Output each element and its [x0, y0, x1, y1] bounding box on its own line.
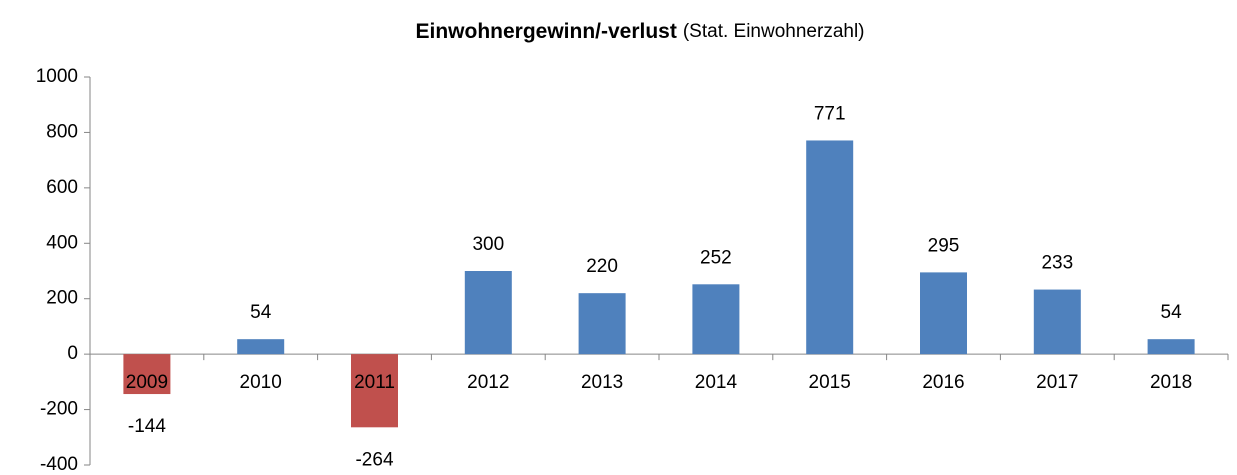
y-tick-label: 1000 [36, 66, 78, 87]
x-tick-label: 2012 [467, 372, 509, 393]
x-tick-label: 2018 [1150, 372, 1192, 393]
data-label: 54 [1161, 302, 1183, 323]
bar [464, 271, 512, 355]
x-tick-label: 2009 [126, 372, 168, 393]
data-label: -264 [355, 449, 393, 470]
bar [1147, 339, 1195, 355]
chart-title-group: Einwohnergewinn/-verlust (Stat. Einwohner… [415, 20, 864, 43]
chart-subtitle: (Stat. Einwohnerzahl) [683, 21, 865, 42]
x-tick-label: 2010 [240, 372, 282, 393]
y-tick-label: 0 [67, 343, 78, 364]
bar [351, 354, 398, 428]
bar [578, 293, 626, 355]
bar [806, 140, 854, 355]
data-label: 220 [586, 256, 618, 277]
x-tick-label: 2011 [354, 372, 395, 393]
x-tick-label: 2015 [809, 372, 851, 393]
x-tick-label: 2016 [922, 372, 964, 393]
y-tick-label: -400 [40, 454, 78, 475]
y-tick-label: -200 [40, 399, 78, 420]
y-tick-label: 800 [46, 121, 78, 142]
data-label: 233 [1041, 253, 1073, 274]
data-label: -144 [128, 416, 166, 437]
bar [123, 354, 171, 395]
data-label: 771 [814, 103, 846, 124]
chart-title: Einwohnergewinn/-verlust [415, 20, 676, 43]
data-label: 300 [472, 234, 504, 255]
data-label: 252 [700, 247, 732, 268]
x-tick-label: 2014 [695, 372, 738, 393]
bar [920, 272, 967, 355]
y-tick-label: 400 [46, 232, 78, 253]
x-tick-label: 2017 [1036, 372, 1078, 393]
bar [1033, 289, 1081, 355]
bar [237, 339, 285, 355]
y-tick-label: 600 [46, 177, 78, 198]
data-label: 54 [250, 302, 272, 323]
x-tick-label: 2013 [581, 372, 623, 393]
bar [692, 284, 740, 355]
data-label: 295 [928, 235, 960, 256]
y-tick-label: 200 [46, 288, 78, 309]
